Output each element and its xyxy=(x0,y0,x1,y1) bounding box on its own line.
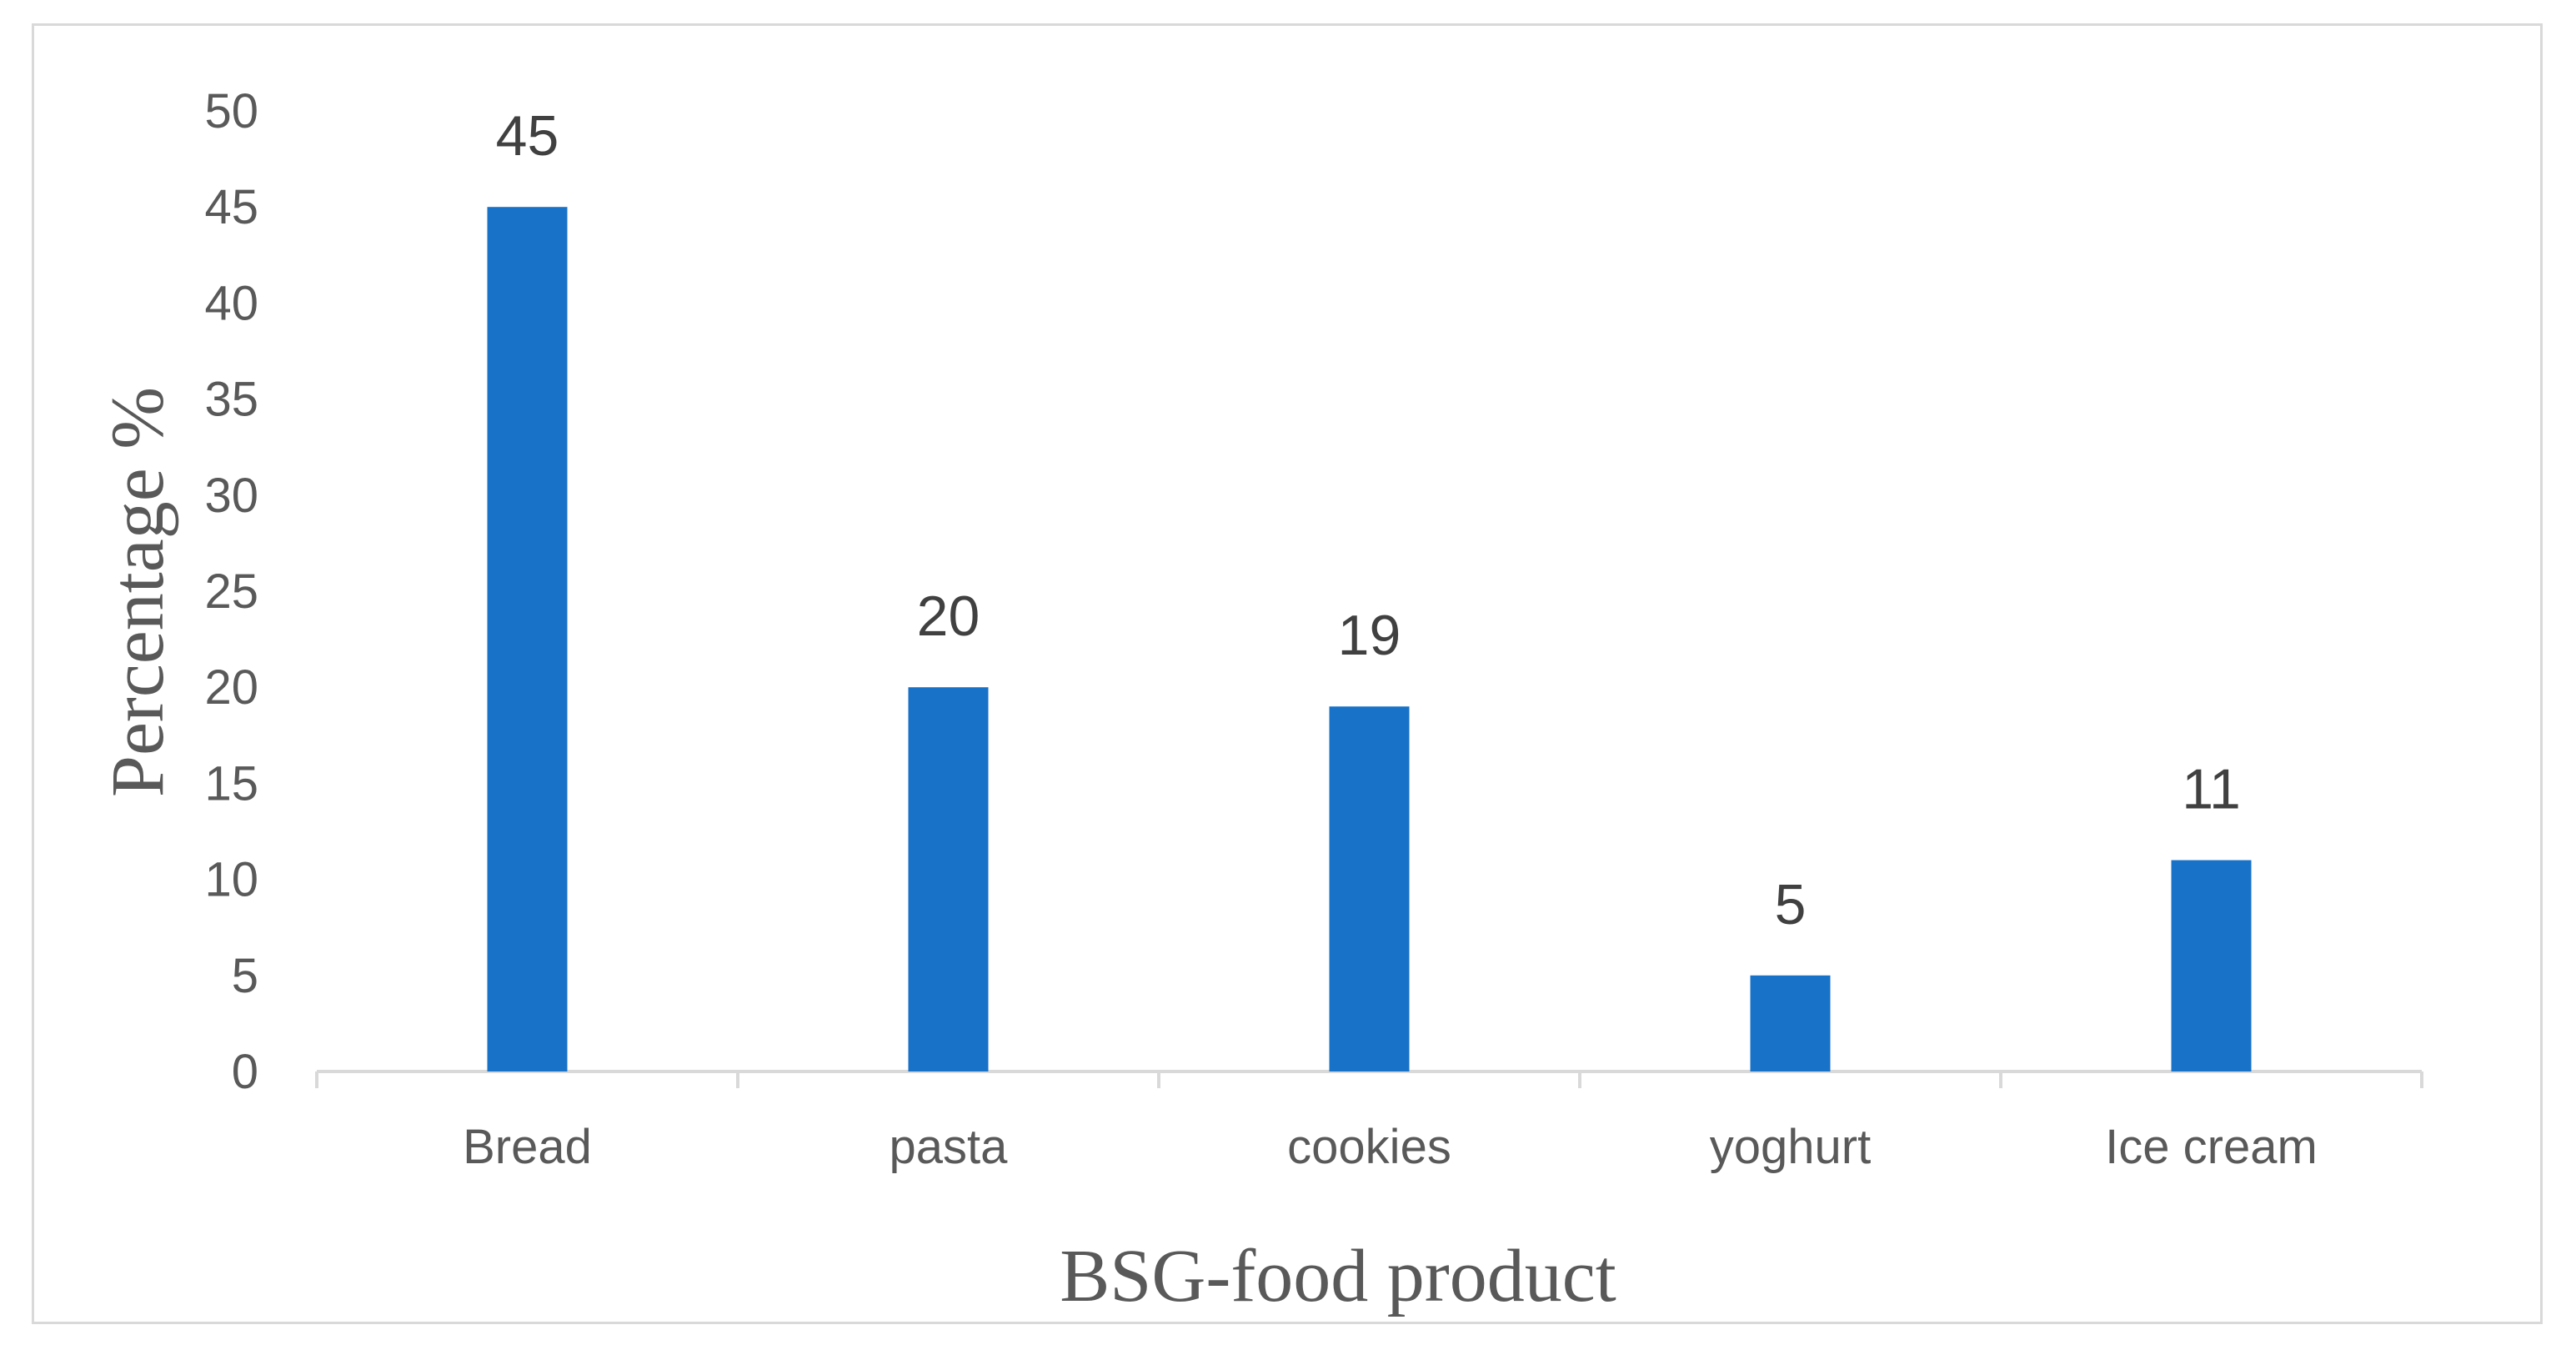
y-tick-label: 15 xyxy=(204,756,258,810)
x-category-label: cookies xyxy=(1287,1120,1451,1174)
x-axis-category-labels: Bread pasta cookies yoghurt Ice cream xyxy=(463,1120,2318,1174)
y-tick-label: 45 xyxy=(204,180,258,234)
x-category-label: yoghurt xyxy=(1710,1120,1871,1174)
chart-frame xyxy=(32,23,2543,1324)
x-axis-title: BSG-food product xyxy=(1060,1235,1616,1317)
y-tick-label: 20 xyxy=(204,660,258,715)
y-tick-label: 30 xyxy=(204,469,258,523)
data-label: 20 xyxy=(917,585,980,648)
y-tick-label: 5 xyxy=(232,949,258,1003)
y-axis-title: Percentage % xyxy=(97,387,179,797)
y-tick-label: 25 xyxy=(204,565,258,619)
bar-bread xyxy=(487,207,568,1072)
data-label: 11 xyxy=(2182,758,2241,821)
bar-ice-cream xyxy=(2171,860,2252,1071)
y-axis-tick-labels: 0 5 10 15 20 25 30 35 40 45 50 xyxy=(204,84,258,1099)
data-label: 5 xyxy=(1775,873,1807,936)
x-category-label: Bread xyxy=(463,1120,592,1174)
bar-yoghurt xyxy=(1750,975,1831,1071)
bar-series xyxy=(487,207,2252,1072)
x-category-label: Ice cream xyxy=(2105,1120,2318,1174)
bar-pasta xyxy=(908,687,989,1071)
y-tick-label: 35 xyxy=(204,373,258,427)
y-tick-label: 10 xyxy=(204,853,258,907)
bar-cookies xyxy=(1329,706,1410,1071)
x-axis-tick-marks xyxy=(315,1071,2423,1088)
data-label: 45 xyxy=(496,104,559,168)
y-tick-label: 40 xyxy=(204,276,258,330)
y-tick-label: 0 xyxy=(232,1045,258,1099)
x-category-label: pasta xyxy=(890,1120,1009,1174)
data-labels: 45 20 19 5 11 xyxy=(496,104,2241,936)
y-tick-label: 50 xyxy=(204,84,258,138)
data-label: 19 xyxy=(1338,604,1401,667)
